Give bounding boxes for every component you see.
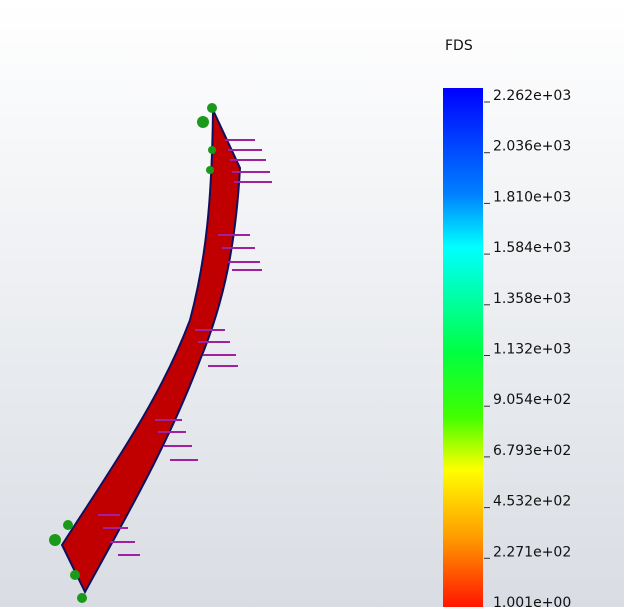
color-bar xyxy=(443,88,483,607)
legend-label: 1.132e+03 xyxy=(493,342,571,358)
legend-label: 1.358e+03 xyxy=(493,291,571,307)
legend-label: 1.584e+03 xyxy=(493,240,571,256)
legend-label: 6.793e+02 xyxy=(493,443,571,459)
legend-title: FDS xyxy=(445,38,473,54)
scene: FDS 2.262e+03 2.036e+03 1.810e+03 1.584e+03… xyxy=(0,0,624,607)
legend-label: 9.054e+02 xyxy=(493,392,571,408)
legend-label: 2.262e+03 xyxy=(493,88,571,104)
legend-label: 1.810e+03 xyxy=(493,189,571,205)
legend-label: 4.532e+02 xyxy=(493,494,571,510)
beam xyxy=(62,110,240,592)
legend-label: 2.036e+03 xyxy=(493,139,571,155)
viewport: FDS 2.262e+03 2.036e+03 1.810e+03 1.584e+03… xyxy=(0,0,624,607)
legend-label: 2.271e+02 xyxy=(493,544,571,560)
legend-label: 1.001e+00 xyxy=(493,595,571,607)
